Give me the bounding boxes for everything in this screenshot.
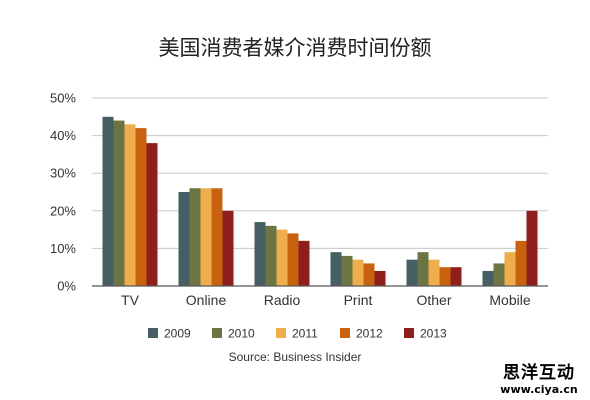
x-tick-label: Print [344,292,373,308]
legend-label-2009: 2009 [164,327,191,341]
bar-print-2011 [352,259,364,286]
bars [102,116,538,286]
bar-tv-2010 [113,120,125,286]
x-tick-label: Other [416,292,451,308]
bar-other-2012 [439,267,451,286]
bar-online-2011 [200,188,212,286]
x-tick-label: Mobile [489,292,530,308]
bar-mobile-2009 [482,270,494,286]
bar-mobile-2013 [526,210,538,286]
source-label: Source: Business Insider [229,350,362,364]
x-tick-label: Online [186,292,227,308]
y-tick-label: 30% [50,166,76,181]
gridlines [92,97,548,249]
legend-label-2013: 2013 [420,327,447,341]
watermark-url: www.ciya.cn [500,383,578,396]
bar-other-2013 [450,267,462,286]
bar-tv-2009 [102,116,114,286]
bar-other-2011 [428,259,440,286]
y-tick-label: 40% [50,128,76,143]
bar-radio-2010 [265,225,277,286]
bar-radio-2011 [276,229,288,286]
bar-tv-2011 [124,124,136,286]
watermark-text: 思洋互动 [503,363,575,383]
bar-online-2013 [222,210,234,286]
watermark-logo: 思洋互动 www.ciya.cn [494,363,584,396]
x-tick-label: Radio [264,292,301,308]
legend-swatch-2013 [404,328,414,338]
y-tick-label: 0% [57,279,76,294]
legend-label-2012: 2012 [356,327,383,341]
bar-other-2009 [406,259,418,286]
chart-title: 美国消费者媒介消费时间份额 [158,36,432,60]
bar-radio-2012 [287,233,299,286]
legend-swatch-2011 [276,328,286,338]
bar-radio-2013 [298,240,310,286]
bar-radio-2009 [254,222,266,286]
bar-mobile-2011 [504,252,516,286]
bar-other-2010 [417,252,429,286]
bar-print-2012 [363,263,375,286]
bar-online-2012 [211,188,223,286]
category-labels: TV Online Radio Print Other Mobile [121,292,531,308]
bar-tv-2012 [135,128,147,286]
legend-label-2010: 2010 [228,327,255,341]
bar-print-2013 [374,270,386,286]
bar-online-2010 [189,188,201,286]
legend: 2009 2010 2011 2012 2013 [148,327,447,341]
legend-swatch-2012 [340,328,350,338]
bar-print-2010 [341,255,353,286]
legend-swatch-2009 [148,328,158,338]
x-tick-label: TV [121,292,140,308]
y-tick-label: 50% [50,91,76,106]
y-axis-ticks: 0% 10% 20% 30% 40% 50% [50,91,76,294]
y-tick-label: 20% [50,203,76,218]
legend-label-2011: 2011 [292,327,318,341]
bar-tv-2013 [146,143,158,286]
bar-online-2009 [178,192,190,286]
bar-print-2009 [330,252,342,286]
legend-swatch-2010 [212,328,222,338]
bar-mobile-2010 [493,263,505,286]
y-tick-label: 10% [50,241,76,256]
bar-mobile-2012 [515,240,527,286]
